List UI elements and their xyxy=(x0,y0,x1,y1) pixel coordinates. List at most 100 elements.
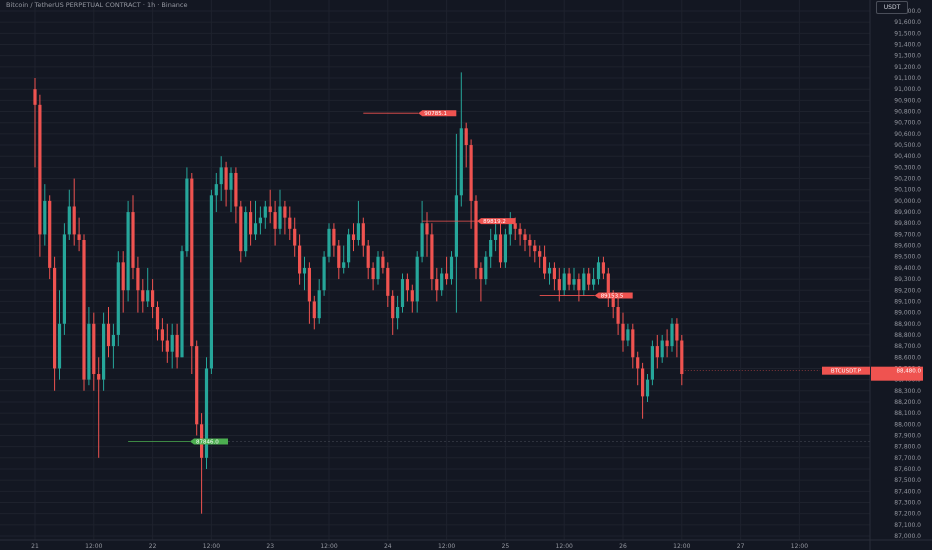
candle-up[interactable] xyxy=(43,200,47,235)
price-marker-tag[interactable] xyxy=(594,292,633,299)
candle-down[interactable] xyxy=(606,273,610,296)
candle-up[interactable] xyxy=(258,217,262,224)
candle-up[interactable] xyxy=(302,267,307,274)
candle-down[interactable] xyxy=(234,172,238,207)
candle-down[interactable] xyxy=(386,267,390,296)
candle-up[interactable] xyxy=(400,279,405,308)
candle-down[interactable] xyxy=(425,223,429,235)
price-marker-tag[interactable] xyxy=(418,110,457,117)
candle-down[interactable] xyxy=(371,267,375,280)
candle-down[interactable] xyxy=(195,346,199,425)
candle-down[interactable] xyxy=(680,340,684,375)
candle-down[interactable] xyxy=(601,262,605,274)
candle-up[interactable] xyxy=(670,323,674,347)
candle-down[interactable] xyxy=(288,217,292,229)
candle-up[interactable] xyxy=(62,234,66,324)
candle-down[interactable] xyxy=(33,89,37,105)
candle-up[interactable] xyxy=(415,256,419,302)
candle-down[interactable] xyxy=(616,307,620,324)
candle-down[interactable] xyxy=(474,200,478,268)
currency-unit-button[interactable]: USDT xyxy=(876,1,908,14)
candle-up[interactable] xyxy=(562,273,566,291)
candle-down[interactable] xyxy=(655,346,659,358)
candle-up[interactable] xyxy=(180,251,184,358)
candle-down[interactable] xyxy=(445,273,449,280)
candle-down[interactable] xyxy=(567,273,571,285)
candle-down[interactable] xyxy=(92,323,96,375)
candle-down[interactable] xyxy=(430,234,434,280)
candle-up[interactable] xyxy=(645,379,650,397)
candle-up[interactable] xyxy=(592,279,596,285)
candle-down[interactable] xyxy=(239,206,243,252)
candle-down[interactable] xyxy=(307,267,311,302)
candle-down[interactable] xyxy=(332,228,336,246)
candle-down[interactable] xyxy=(312,301,316,319)
candle-down[interactable] xyxy=(498,234,503,263)
candle-up[interactable] xyxy=(650,346,654,380)
candle-down[interactable] xyxy=(136,267,140,291)
candle-down[interactable] xyxy=(106,323,111,347)
price-marker-tag[interactable] xyxy=(190,438,228,445)
candle-up[interactable] xyxy=(263,206,267,218)
candle-up[interactable] xyxy=(454,195,458,257)
candle-down[interactable] xyxy=(665,340,669,347)
candle-down[interactable] xyxy=(293,228,297,246)
candle-down[interactable] xyxy=(405,279,409,291)
candle-down[interactable] xyxy=(366,245,370,268)
candle-down[interactable] xyxy=(155,307,160,330)
candle-down[interactable] xyxy=(337,245,341,268)
candle-up[interactable] xyxy=(484,256,488,280)
candle-up[interactable] xyxy=(146,290,150,302)
candle-down[interactable] xyxy=(528,239,532,246)
candle-down[interactable] xyxy=(675,323,679,341)
price-marker-tag[interactable] xyxy=(477,218,516,225)
candle-up[interactable] xyxy=(244,212,248,252)
candle-down[interactable] xyxy=(249,212,253,235)
candle-up[interactable] xyxy=(327,228,331,257)
candle-up[interactable] xyxy=(253,223,258,235)
candle-down[interactable] xyxy=(131,212,135,268)
last-price-tag[interactable] xyxy=(871,366,923,381)
candle-down[interactable] xyxy=(391,295,395,319)
candle-up[interactable] xyxy=(582,273,586,291)
candle-up[interactable] xyxy=(322,256,326,291)
candle-down[interactable] xyxy=(141,290,145,302)
candle-up[interactable] xyxy=(489,239,493,257)
candle-up[interactable] xyxy=(459,128,463,196)
candle-down[interactable] xyxy=(82,239,86,380)
candle-up[interactable] xyxy=(170,334,174,352)
candle-down[interactable] xyxy=(513,223,517,229)
candle-up[interactable] xyxy=(214,184,218,196)
candle-up[interactable] xyxy=(229,172,233,190)
candle-up[interactable] xyxy=(440,273,444,291)
candle-down[interactable] xyxy=(97,374,101,380)
candle-up[interactable] xyxy=(508,223,512,235)
candle-up[interactable] xyxy=(376,256,380,280)
candle-down[interactable] xyxy=(435,279,439,291)
candle-up[interactable] xyxy=(219,167,223,185)
candle-down[interactable] xyxy=(533,245,537,252)
candle-down[interactable] xyxy=(72,206,76,235)
candle-down[interactable] xyxy=(381,256,385,268)
candle-down[interactable] xyxy=(273,212,277,229)
candle-down[interactable] xyxy=(518,228,522,235)
candle-up[interactable] xyxy=(67,206,71,235)
candle-down[interactable] xyxy=(641,368,645,397)
candle-down[interactable] xyxy=(587,273,591,285)
candle-down[interactable] xyxy=(48,200,52,268)
candle-up[interactable] xyxy=(449,256,454,280)
candle-down[interactable] xyxy=(538,251,542,257)
candle-down[interactable] xyxy=(175,334,179,358)
candle-up[interactable] xyxy=(660,340,664,358)
candle-down[interactable] xyxy=(283,206,287,218)
candle-down[interactable] xyxy=(464,128,468,146)
symbol-tag[interactable] xyxy=(822,366,870,375)
candle-down[interactable] xyxy=(121,262,125,291)
candle-up[interactable] xyxy=(494,234,498,240)
candle-up[interactable] xyxy=(102,323,106,380)
candle-down[interactable] xyxy=(361,223,365,246)
candle-down[interactable] xyxy=(165,340,169,352)
candle-down[interactable] xyxy=(523,234,527,240)
candle-up[interactable] xyxy=(126,212,130,291)
candle-down[interactable] xyxy=(621,323,625,341)
